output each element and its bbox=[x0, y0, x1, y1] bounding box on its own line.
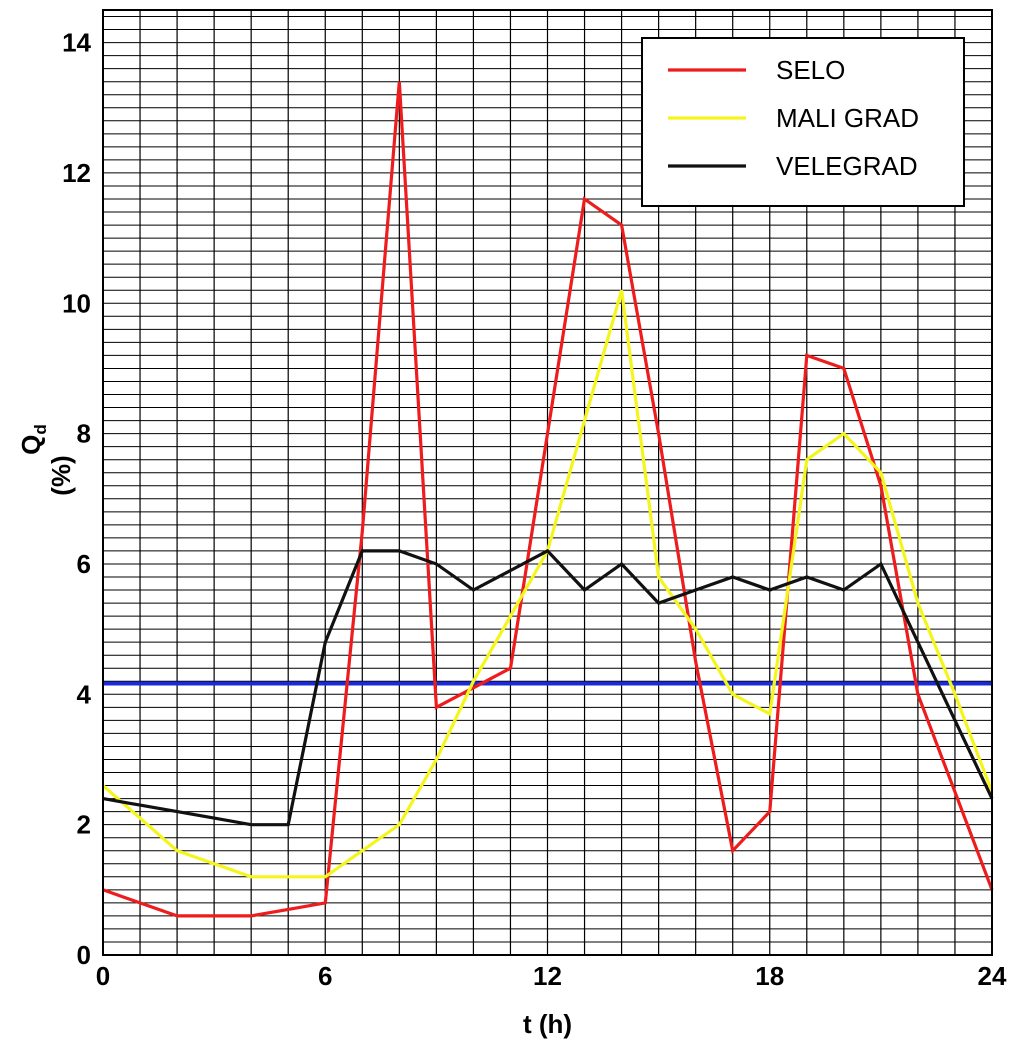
y-tick-label: 8 bbox=[77, 419, 91, 449]
y-axis-label: Qd (%) bbox=[16, 424, 76, 496]
x-tick-label: 6 bbox=[318, 961, 332, 991]
series-lines bbox=[101, 81, 994, 918]
y-tick-label: 12 bbox=[62, 158, 91, 188]
legend: SELO MALI GRAD VELEGRAD bbox=[641, 37, 965, 207]
grid-lines bbox=[103, 10, 992, 955]
x-tick-label: 18 bbox=[755, 961, 784, 991]
legend-label: MALI GRAD bbox=[776, 103, 919, 133]
x-tick-label: 12 bbox=[533, 961, 562, 991]
series-line-selo bbox=[102, 81, 994, 918]
x-axis-label: t (h) bbox=[523, 1009, 572, 1039]
legend-box bbox=[641, 37, 965, 207]
svg-text:Qd: Qd bbox=[16, 424, 50, 455]
y-tick-label: 14 bbox=[62, 28, 91, 58]
plot-frame bbox=[102, 9, 993, 956]
x-tick-label: 0 bbox=[96, 961, 110, 991]
y-axis-label-sub: d bbox=[31, 424, 50, 434]
y-tick-label: 10 bbox=[62, 288, 91, 318]
legend-label: VELEGRAD bbox=[776, 151, 918, 181]
y-tick-label: 0 bbox=[77, 940, 91, 970]
y-axis-label-main: Q bbox=[16, 435, 46, 455]
y-tick-label: 6 bbox=[77, 549, 91, 579]
legend-label: SELO bbox=[776, 55, 845, 85]
x-tick-label: 24 bbox=[978, 961, 1007, 991]
y-tick-label: 4 bbox=[77, 679, 92, 709]
series-line-velegrad bbox=[102, 548, 994, 827]
y-axis-label-unit: (%) bbox=[46, 455, 76, 495]
y-tick-label: 2 bbox=[77, 810, 91, 840]
